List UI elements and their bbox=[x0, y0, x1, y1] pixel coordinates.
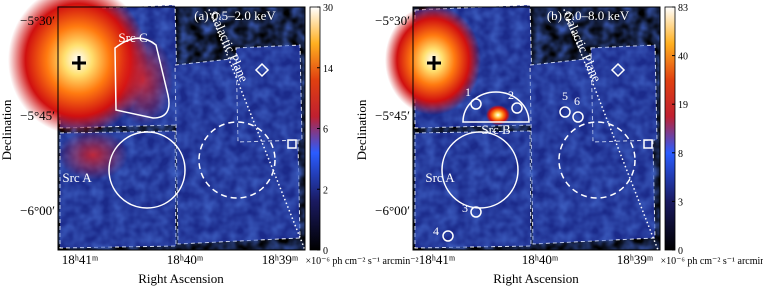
square bbox=[643, 139, 653, 149]
point-source-region bbox=[511, 102, 523, 114]
y-axis-label: Declination bbox=[354, 99, 369, 160]
x-tick-label: 18ʰ41ᵐ bbox=[62, 252, 99, 267]
point-source-region bbox=[442, 230, 454, 242]
square bbox=[287, 139, 297, 149]
src-c-label: Src C bbox=[118, 30, 147, 45]
background-region bbox=[198, 121, 276, 199]
src-b-region bbox=[462, 91, 530, 123]
x-tick-label: 18ʰ41ᵐ bbox=[419, 252, 456, 267]
y-tick-label: −5°45′ bbox=[375, 108, 410, 123]
point-source-label: 4 bbox=[433, 224, 439, 238]
y-tick-label: −6°00′ bbox=[375, 203, 410, 218]
y-tick-label: −5°30′ bbox=[20, 13, 55, 28]
point-source-label: 6 bbox=[574, 94, 580, 108]
diffuse bbox=[113, 35, 173, 125]
image-frame bbox=[412, 6, 661, 251]
colorbar-tick-label: 2 bbox=[323, 185, 328, 196]
colorbar-tick-label: 8 bbox=[678, 149, 683, 160]
colorbar-tick-label: 3 bbox=[678, 197, 683, 208]
colorbar bbox=[664, 6, 676, 251]
point-source-region bbox=[470, 98, 482, 110]
x-tick-label: 18ʰ40ᵐ bbox=[167, 252, 204, 267]
colorbar-unit: ×10⁻⁶ ph cm⁻² s⁻¹ arcmin⁻² bbox=[660, 256, 763, 267]
diamond bbox=[610, 62, 626, 78]
colorbar-tick-label: 0 bbox=[678, 246, 683, 257]
src-a-label: Src A bbox=[62, 170, 92, 185]
point-source-label: 3 bbox=[462, 201, 468, 215]
src-c-region bbox=[114, 37, 170, 119]
image-frame bbox=[57, 6, 306, 251]
x-tick-label: 18ʰ39ᵐ bbox=[617, 252, 654, 267]
colorbar-tick-label: 83 bbox=[678, 3, 688, 14]
y-tick-label: −5°30′ bbox=[375, 13, 410, 28]
colorbar-tick-label: 30 bbox=[323, 3, 333, 14]
background-region bbox=[558, 121, 636, 199]
colorbar-tick-label: 19 bbox=[678, 100, 688, 111]
panel-label: (b) 2.0–8.0 keV bbox=[547, 8, 630, 23]
point-source-label: 1 bbox=[465, 85, 471, 99]
src-a-label: Src A bbox=[425, 170, 455, 185]
colorbar-tick-label: 0 bbox=[323, 246, 328, 257]
cross bbox=[72, 56, 86, 70]
x-tick-label: 18ʰ40ᵐ bbox=[522, 252, 559, 267]
y-axis-label: Declination bbox=[0, 99, 14, 160]
x-axis-label: Right Ascension bbox=[138, 271, 224, 286]
galactic-plane bbox=[205, 1, 306, 251]
point-source-region bbox=[470, 206, 482, 218]
bright-source bbox=[486, 105, 510, 125]
point-source-label: 2 bbox=[508, 88, 514, 102]
x-axis-label: Right Ascension bbox=[493, 271, 579, 286]
y-tick-label: −6°00′ bbox=[20, 203, 55, 218]
colorbar-tick-label: 40 bbox=[678, 52, 688, 63]
point-source-region bbox=[572, 111, 584, 123]
diffuse bbox=[58, 130, 128, 180]
colorbar-tick-label: 6 bbox=[323, 125, 328, 136]
colorbar-unit: ×10⁻⁶ ph cm⁻² s⁻¹ arcmin⁻² bbox=[305, 256, 418, 267]
src-a-region bbox=[108, 131, 186, 209]
point-source-label: 5 bbox=[562, 89, 568, 103]
point-source-region bbox=[559, 106, 571, 118]
x-tick-label: 18ʰ39ᵐ bbox=[262, 252, 299, 267]
y-tick-label: −5°45′ bbox=[20, 108, 55, 123]
galactic-plane bbox=[560, 1, 659, 251]
src-b-label: Src B bbox=[481, 122, 511, 137]
colorbar-tick-label: 14 bbox=[323, 64, 333, 75]
cross bbox=[427, 56, 441, 70]
panel-label: (a) 0.5–2.0 keV bbox=[194, 8, 276, 23]
diamond bbox=[254, 62, 270, 78]
